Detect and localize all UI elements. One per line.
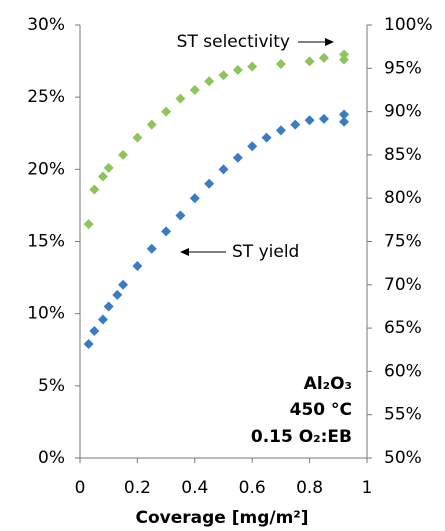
y2-tick-label: 50% bbox=[384, 448, 422, 468]
y2-tick-label: 70% bbox=[384, 275, 422, 295]
point bbox=[189, 84, 200, 95]
y-tick-label: 5% bbox=[38, 376, 65, 396]
point bbox=[103, 162, 114, 173]
point bbox=[83, 219, 94, 230]
point bbox=[247, 61, 258, 72]
arrowhead bbox=[325, 38, 334, 46]
point bbox=[118, 149, 129, 160]
point bbox=[97, 171, 108, 182]
x-tick-label: 0 bbox=[75, 478, 86, 498]
point bbox=[232, 65, 243, 76]
y2-tick-label: 65% bbox=[384, 318, 422, 338]
point bbox=[261, 132, 272, 143]
x-axis-label: Coverage [mg/m²] bbox=[135, 508, 308, 528]
y2-tick-label: 95% bbox=[384, 58, 422, 78]
x-tick-label: 0.4 bbox=[181, 478, 208, 498]
x-tick-label: 1 bbox=[362, 478, 373, 498]
point bbox=[339, 116, 350, 127]
point bbox=[204, 178, 215, 189]
y2-tick-label: 80% bbox=[384, 188, 422, 208]
point bbox=[161, 226, 172, 237]
point bbox=[339, 54, 350, 65]
point bbox=[304, 115, 315, 126]
y2-tick-label: 75% bbox=[384, 232, 422, 252]
point bbox=[175, 210, 186, 221]
point bbox=[103, 301, 114, 312]
point bbox=[97, 314, 108, 325]
annotation: Al₂O₃ bbox=[304, 374, 352, 394]
point bbox=[132, 261, 143, 272]
point bbox=[232, 152, 243, 163]
point bbox=[304, 56, 315, 67]
point bbox=[247, 141, 258, 152]
x-tick-label: 0.2 bbox=[124, 478, 151, 498]
point bbox=[175, 93, 186, 104]
y2-tick-label: 60% bbox=[384, 361, 422, 381]
point bbox=[161, 106, 172, 117]
y-tick-label: 10% bbox=[27, 304, 65, 324]
point bbox=[339, 49, 350, 60]
x-tick-label: 0.6 bbox=[239, 478, 266, 498]
point bbox=[89, 325, 100, 336]
point bbox=[318, 113, 329, 124]
y2-tick-label: 100% bbox=[384, 15, 433, 35]
y2-tick-label: 90% bbox=[384, 102, 422, 122]
y-tick-label: 0% bbox=[38, 448, 65, 468]
point bbox=[318, 52, 329, 63]
annotation: 450 °C bbox=[290, 400, 352, 420]
annotation: ST yield bbox=[232, 242, 299, 262]
y-tick-label: 20% bbox=[27, 159, 65, 179]
point bbox=[290, 119, 301, 130]
y2-tick-label: 55% bbox=[384, 405, 422, 425]
annotation: 0.15 O₂:EB bbox=[251, 427, 352, 447]
y2-tick-label: 85% bbox=[384, 145, 422, 165]
arrowhead bbox=[180, 248, 189, 256]
point bbox=[218, 70, 229, 81]
point bbox=[339, 109, 350, 120]
point bbox=[132, 132, 143, 143]
point bbox=[275, 125, 286, 136]
point bbox=[118, 279, 129, 290]
point bbox=[89, 184, 100, 195]
x-tick-label: 0.8 bbox=[296, 478, 323, 498]
y-tick-label: 25% bbox=[27, 87, 65, 107]
point bbox=[189, 193, 200, 204]
y-tick-label: 30% bbox=[27, 15, 65, 35]
point bbox=[83, 338, 94, 349]
point bbox=[146, 119, 157, 130]
annotation: ST selectivity bbox=[177, 32, 290, 52]
y-tick-label: 15% bbox=[27, 232, 65, 252]
point bbox=[204, 76, 215, 87]
point bbox=[146, 243, 157, 254]
point bbox=[218, 164, 229, 175]
point bbox=[112, 289, 123, 300]
point bbox=[275, 58, 286, 69]
